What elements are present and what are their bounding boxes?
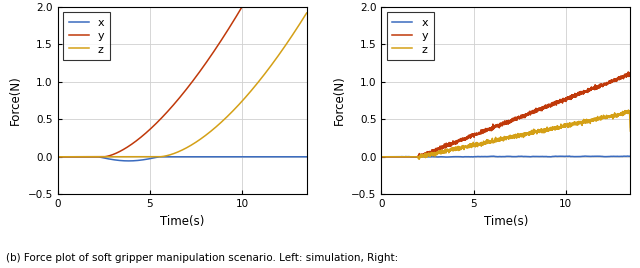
- x: [620, 155, 627, 158]
- y: [620, 76, 627, 79]
- x: [390, 155, 398, 158]
- x: [125, 159, 132, 162]
- z: [415, 158, 423, 161]
- y: [378, 155, 385, 158]
- y: [627, 72, 634, 75]
- z: [378, 155, 385, 158]
- y: [499, 120, 506, 124]
- x: [624, 154, 632, 158]
- y: [225, 27, 232, 30]
- y: [163, 110, 171, 113]
- z: [499, 137, 506, 140]
- x: [225, 155, 233, 158]
- Line: y: y: [381, 72, 630, 158]
- Line: z: z: [58, 13, 307, 157]
- y: [625, 70, 632, 73]
- x: [253, 155, 260, 158]
- z: [303, 11, 310, 14]
- x: [54, 155, 61, 158]
- Legend: x, y, z: x, y, z: [63, 12, 110, 60]
- Y-axis label: Force(N): Force(N): [9, 76, 22, 125]
- y: [154, 120, 162, 123]
- y: [492, 125, 500, 129]
- Legend: x, y, z: x, y, z: [387, 12, 433, 60]
- y: [79, 155, 87, 158]
- Line: z: z: [381, 110, 630, 159]
- z: [620, 113, 627, 116]
- Line: x: x: [381, 156, 630, 157]
- X-axis label: Time(s): Time(s): [160, 215, 204, 228]
- z: [620, 111, 627, 114]
- y: [620, 74, 627, 77]
- Y-axis label: Force(N): Force(N): [333, 76, 346, 125]
- y: [573, 93, 581, 96]
- z: [79, 155, 87, 158]
- x: [79, 155, 87, 158]
- y: [415, 157, 422, 160]
- x: [248, 155, 256, 158]
- Text: (b) Force plot of soft gripper manipulation scenario. Left: simulation, Right:: (b) Force plot of soft gripper manipulat…: [6, 253, 399, 263]
- z: [252, 83, 260, 86]
- x: [164, 155, 172, 158]
- y: [390, 155, 398, 158]
- z: [225, 114, 232, 117]
- x: [573, 155, 581, 158]
- z: [154, 155, 162, 158]
- z: [54, 155, 61, 158]
- z: [573, 123, 581, 126]
- x: [627, 155, 634, 158]
- x: [303, 155, 310, 158]
- Line: y: y: [58, 0, 307, 157]
- x: [499, 155, 506, 158]
- x: [620, 155, 627, 158]
- z: [492, 138, 500, 141]
- z: [625, 108, 632, 111]
- z: [163, 154, 171, 157]
- x: [378, 155, 385, 158]
- z: [248, 88, 255, 92]
- z: [390, 155, 398, 158]
- y: [54, 155, 61, 158]
- z: [627, 129, 634, 133]
- x: [492, 155, 500, 158]
- x: [155, 155, 163, 158]
- x: [442, 155, 450, 159]
- Line: x: x: [58, 157, 307, 161]
- X-axis label: Time(s): Time(s): [484, 215, 528, 228]
